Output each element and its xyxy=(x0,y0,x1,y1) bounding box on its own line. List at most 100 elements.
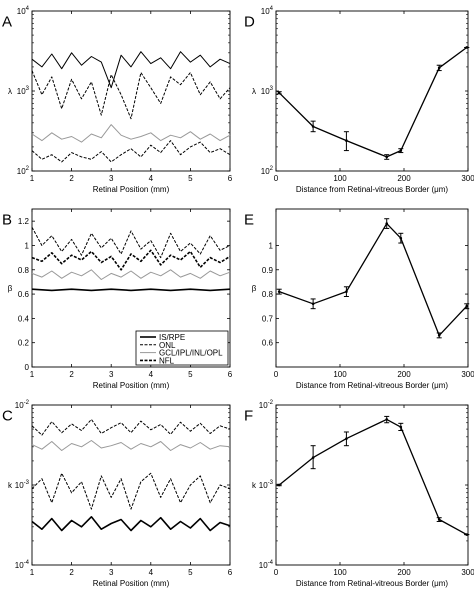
tick-base: 10 xyxy=(259,401,268,410)
x-tick-label: 1 xyxy=(30,370,35,379)
y-tick-label: 10-4 xyxy=(259,560,274,570)
tick-exponent: -3 xyxy=(24,480,30,486)
x-tick-label: 300 xyxy=(461,370,474,379)
y-axis-label: k xyxy=(8,481,13,490)
series-line xyxy=(31,51,231,89)
y-tick-label: 0.6 xyxy=(262,339,274,348)
x-tick-label: 5 xyxy=(188,174,193,183)
x-tick-label: 4 xyxy=(149,370,154,379)
y-tick-label: 1.2 xyxy=(18,217,30,226)
y-tick-label: 10-2 xyxy=(15,400,30,410)
x-tick-label: 300 xyxy=(461,174,474,183)
data-point xyxy=(399,149,403,152)
x-tick-label: 1 xyxy=(30,568,35,577)
data-point xyxy=(437,66,441,70)
x-tick-label: 3 xyxy=(109,370,114,379)
tick-base: 10 xyxy=(15,481,24,490)
series-line xyxy=(31,226,231,259)
x-tick-label: 4 xyxy=(149,568,154,577)
series-line xyxy=(31,288,231,292)
data-point xyxy=(277,483,281,487)
panel-label: A xyxy=(2,13,12,30)
x-tick-label: 3 xyxy=(109,174,114,183)
y-tick-label: 0.8 xyxy=(18,266,30,275)
y-tick-label: 102 xyxy=(261,166,274,176)
data-point xyxy=(437,334,441,337)
axes-frame xyxy=(31,10,231,172)
x-tick-label: 4 xyxy=(149,174,154,183)
y-tick-label: 0.7 xyxy=(262,314,274,323)
y-tick-label: 103 xyxy=(17,86,30,96)
data-point xyxy=(345,290,348,293)
y-tick-label: 10-4 xyxy=(15,560,30,570)
y-axis-label: k xyxy=(252,481,257,490)
data-point xyxy=(437,518,441,521)
tick-exponent: 3 xyxy=(26,86,30,92)
panel-label: C xyxy=(2,407,13,424)
legend-entry: NFL xyxy=(159,356,175,365)
y-tick-label: 104 xyxy=(261,6,274,16)
tick-base: 10 xyxy=(259,561,268,570)
legend-entry: ONL xyxy=(159,341,176,350)
tick-exponent: -2 xyxy=(268,400,274,406)
x-tick-label: 100 xyxy=(333,174,347,183)
series-line xyxy=(31,440,231,451)
x-axis-label: Retinal Position (mm) xyxy=(93,579,170,588)
y-tick-label: 1 xyxy=(269,241,274,250)
y-tick-label: 0.2 xyxy=(18,339,30,348)
tick-exponent: -4 xyxy=(24,560,30,566)
data-point xyxy=(345,437,348,440)
x-axis-label: Distance from Retinal-vitreous Border (μ… xyxy=(296,381,449,390)
data-point xyxy=(311,125,315,128)
x-tick-label: 6 xyxy=(228,174,233,183)
x-axis-label: Distance from Retinal-vitreous Border (μ… xyxy=(296,185,449,194)
axes-frame xyxy=(31,404,231,566)
x-tick-label: 2 xyxy=(69,568,74,577)
tick-exponent: 2 xyxy=(26,166,30,172)
x-tick-label: 5 xyxy=(188,568,193,577)
x-tick-label: 3 xyxy=(109,568,114,577)
tick-exponent: -4 xyxy=(268,560,274,566)
y-tick-label: 104 xyxy=(17,6,30,16)
panel-label: E xyxy=(244,211,254,228)
tick-exponent: -3 xyxy=(268,480,274,486)
tick-base: 10 xyxy=(259,481,268,490)
x-tick-label: 6 xyxy=(228,370,233,379)
y-tick-label: 0.8 xyxy=(262,290,274,299)
x-axis-label: Retinal Position (mm) xyxy=(93,381,170,390)
y-tick-label: 0.9 xyxy=(262,266,274,275)
tick-base: 10 xyxy=(17,87,26,96)
tick-base: 10 xyxy=(17,7,26,16)
axes-frame xyxy=(31,208,231,368)
tick-base: 10 xyxy=(15,561,24,570)
panel-label: B xyxy=(2,211,12,228)
y-axis-label: λ xyxy=(8,87,12,96)
x-tick-label: 300 xyxy=(461,568,474,577)
series-line xyxy=(31,249,231,271)
y-tick-label: 10-2 xyxy=(259,400,274,410)
tick-exponent: -2 xyxy=(24,400,30,406)
y-tick-label: 0.6 xyxy=(18,290,30,299)
data-point xyxy=(277,91,281,95)
series-line xyxy=(31,140,231,163)
data-point xyxy=(399,425,403,429)
x-tick-label: 200 xyxy=(397,174,411,183)
data-point xyxy=(385,222,389,225)
y-tick-label: 1 xyxy=(25,241,30,250)
tick-base: 10 xyxy=(261,87,270,96)
series-line xyxy=(278,46,468,158)
y-axis-label: β xyxy=(252,284,257,293)
tick-base: 10 xyxy=(15,401,24,410)
legend-entry: IS/RPE xyxy=(159,333,185,342)
panel-label: D xyxy=(244,13,255,30)
y-tick-label: 0.4 xyxy=(18,314,30,323)
x-tick-label: 200 xyxy=(397,568,411,577)
panel-e: E 0 100 200 300 0.6 0.7 0.8 0.9 1 Distance from Re… xyxy=(244,208,474,390)
x-tick-label: 100 xyxy=(333,568,347,577)
y-axis-label: λ xyxy=(252,87,256,96)
series-line xyxy=(278,222,468,337)
y-tick-label: 102 xyxy=(17,166,30,176)
